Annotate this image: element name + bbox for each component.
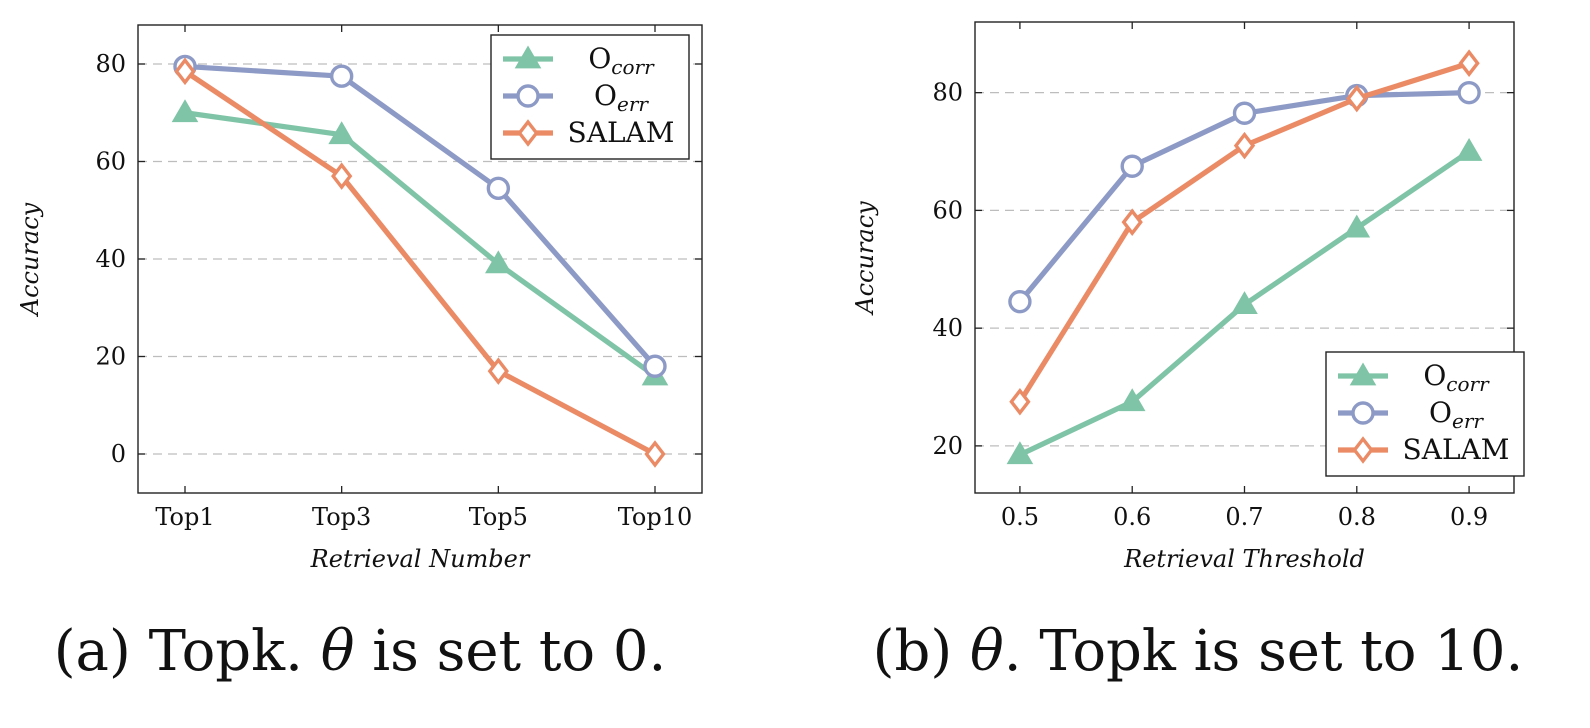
panel-b-legend-entry-salam-marker [1352,436,1374,464]
panel-a-series-o-err [173,54,667,378]
panel-b-series-o-err-point [1120,154,1144,178]
panel-b: 20 40 60 80 0.5 0.6 0.7 0.8 0.9 Retrieval Thresho… [851,21,1525,684]
panel-b-legend-entry-o-corr-label: Ocorr [1423,359,1490,396]
panel-a-ytick-label: 20 [95,343,126,371]
panel-b-series-o-err-point [1457,80,1481,105]
panel-a-series-o-err-point [486,176,511,201]
panel-b-series-salam-point [1233,131,1256,160]
panel-a-series-salam-point [487,357,509,385]
panel-b-ytick-label: 60 [932,196,963,224]
panel-b-xtick-label: 0.7 [1225,503,1263,531]
panel-b-series-o-err [1008,80,1481,314]
panel-b-legend-entry-salam: SALAM [1338,433,1509,466]
panel-b-series-o-corr-point [1343,214,1371,238]
panel-a-caption: (a) Topk. θ is set to 0. [54,619,667,684]
panel-b-series-salam-point [1121,208,1143,236]
panel-b-legend-entry-o-err: Oerr [1338,396,1484,433]
panel-b-xtick-label: 0.8 [1338,503,1376,531]
panel-b-caption: (b) θ. Topk is set to 10. [873,619,1524,684]
panel-a-ytick-label: 0 [111,440,126,468]
panel-a-legend-entry-salam: SALAM [503,116,674,149]
panel-b-legend-entry-o-corr: Ocorr [1338,359,1490,396]
panel-b-series-salam [1009,49,1480,416]
panel-a: 0 20 40 60 80 Top1 Top3 Top5 Top10 Retrieval Numb… [16,24,703,684]
panel-a-ytick-label: 60 [95,148,126,176]
panel-b-series-salam-point [1346,84,1368,113]
panel-b-series-salam-point [1458,49,1480,77]
panel-a-series-salam-point [174,57,196,86]
panel-b-ytick-label: 20 [932,432,963,460]
panel-b-xtick-label: 0.9 [1450,503,1488,531]
panel-b-y-axis-label: Accuracy [851,201,879,316]
panel-b-ytick-label: 80 [932,79,963,107]
panel-b-series-o-corr-point [1455,138,1483,161]
panel-b-series-o-corr-point [1231,291,1258,314]
panel-a-series-o-err-line [184,63,657,368]
panel-a-legend-entry-salam-marker [517,119,539,147]
panel-b-series-o-corr [1006,138,1483,465]
panel-b-xtick-label: 0.5 [1001,503,1039,531]
panel-b-legend-entry-o-err-marker [1351,401,1375,425]
panel-a-ytick-label: 40 [95,245,126,273]
panel-a-xtick-label: Top1 [155,503,214,531]
panel-a-legend-entry-o-err-label: Oerr [594,79,649,116]
panel-b-series-o-err-point [1008,289,1032,314]
panel-a-y-axis-label: Accuracy [16,202,44,317]
panel-b-legend-entry-salam-label: SALAM [1403,433,1510,466]
panel-a-series-o-corr-point [171,99,199,123]
panel-a-series-o-corr-point [328,121,355,145]
panel-b-series-o-err-point [1232,101,1257,125]
panel-a-ytick-label: 80 [95,50,126,78]
panel-a-series-o-err-point [329,64,354,88]
panel-a-series-salam [174,57,666,468]
panel-a-series-o-err-point [643,354,667,378]
panel-b-legend-entry-o-err-label: Oerr [1429,396,1484,433]
panel-a-xtick-label: Top10 [618,503,693,531]
panel-b-ytick-label: 40 [932,314,963,342]
panel-a-legend-entry-o-corr: Ocorr [503,42,655,79]
panel-a-legend-entry-o-err-marker [516,84,540,108]
panel-b-series-o-corr-point [1006,441,1034,465]
panel-a-series-salam-point [331,162,353,190]
panel-a-legend-entry-salam-label: SALAM [568,116,675,149]
panel-a-xtick-label: Top5 [469,503,528,531]
panel-a-legend-entry-o-err: Oerr [503,79,649,116]
panel-b-series-salam-point [1009,387,1031,416]
panel-a-x-axis-label: Retrieval Number [310,545,531,573]
panel-b-xtick-label: 0.6 [1113,503,1151,531]
panel-a-series-salam-line [183,69,657,457]
panel-b-series-o-corr-point [1118,388,1146,412]
panel-a-legend-entry-o-corr-marker [514,45,542,69]
panel-a-legend-entry-o-corr-label: Ocorr [588,42,655,79]
panel-a-series-o-corr-point [485,250,512,274]
panel-a-xtick-label: Top3 [312,503,371,531]
panel-a-series-salam-point [644,440,666,468]
panel-b-legend-entry-o-corr-marker [1349,362,1377,386]
panel-b-x-axis-label: Retrieval Threshold [1123,545,1365,573]
